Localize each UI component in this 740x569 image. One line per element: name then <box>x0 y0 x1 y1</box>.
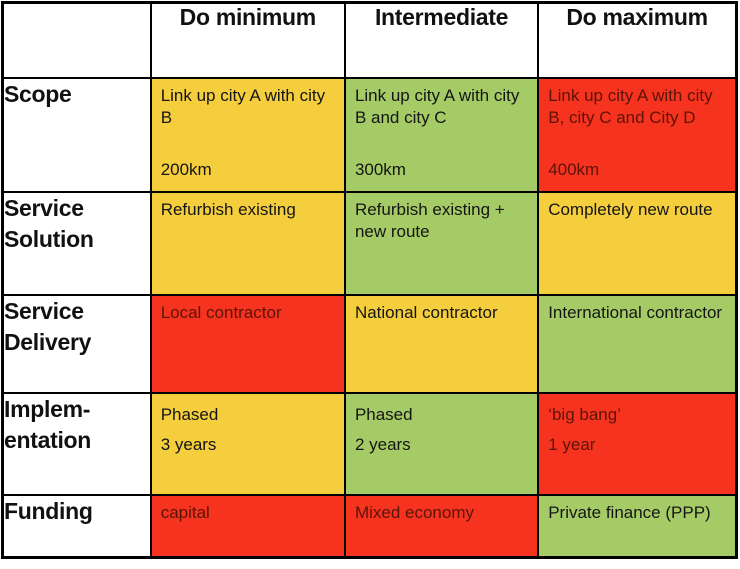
matrix-cell: International contractor <box>537 293 738 394</box>
matrix-cell: Refurbish existing + new route <box>343 190 540 296</box>
cell-text: Mixed economy <box>354 502 474 522</box>
matrix-cell: Link up city A with city B and city C 30… <box>343 76 540 193</box>
row-label-implementation: Implem- entation <box>1 391 152 496</box>
column-header-do-maximum: Do maximum <box>537 1 738 79</box>
cell-text: Completely new route <box>548 199 713 219</box>
cell-text: ‘big bang’ 1 year <box>548 404 621 455</box>
cell-text: Private finance (PPP) <box>548 502 711 522</box>
table-row-service-delivery: Service Delivery Local contractor Nation… <box>1 293 738 394</box>
cell-text: Phased 2 years <box>354 404 413 455</box>
table-row-service-solution: Service Solution Refurbish existing Refu… <box>1 190 738 296</box>
matrix-cell: Phased 2 years <box>343 391 540 496</box>
cell-distance: 400km <box>548 160 600 180</box>
matrix-cell: ‘big bang’ 1 year <box>537 391 738 496</box>
row-label-service-solution: Service Solution <box>1 190 152 296</box>
cell-text: capital <box>160 502 210 522</box>
matrix-cell: Private finance (PPP) <box>537 493 738 559</box>
row-label-scope: Scope <box>1 76 152 193</box>
matrix-cell: Mixed economy <box>343 493 540 559</box>
cell-text: Refurbish existing <box>160 199 296 219</box>
matrix-cell: National contractor <box>343 293 540 394</box>
table-row-funding: Funding capital Mixed economy Private fi… <box>1 493 738 559</box>
header-row: Do minimum Intermediate Do maximum <box>1 1 738 79</box>
matrix-cell: Link up city A with city B, city C and C… <box>537 76 738 193</box>
cell-distance: 200km <box>160 160 212 180</box>
table-row-implementation: Implem- entation Phased 3 years Phased 2… <box>1 391 738 496</box>
matrix-cell: Refurbish existing <box>149 190 346 296</box>
options-appraisal-table: Do minimum Intermediate Do maximum Scope… <box>1 1 738 559</box>
cell-text: International contractor <box>548 302 723 322</box>
matrix-cell: Completely new route <box>537 190 738 296</box>
cell-text: Link up city A with city B and city C <box>354 85 520 127</box>
cell-text: Link up city A with city B, city C and C… <box>548 85 713 127</box>
row-label-service-delivery: Service Delivery <box>1 293 152 394</box>
row-label-funding: Funding <box>1 493 152 559</box>
column-header-intermediate: Intermediate <box>343 1 540 79</box>
matrix-cell: capital <box>149 493 346 559</box>
table-row-scope: Scope Link up city A with city B 200km L… <box>1 76 738 193</box>
matrix-cell: Local contractor <box>149 293 346 394</box>
column-header-do-minimum: Do minimum <box>149 1 346 79</box>
corner-cell <box>1 1 152 79</box>
matrix-cell: Link up city A with city B 200km <box>149 76 346 193</box>
matrix-cell: Phased 3 years <box>149 391 346 496</box>
cell-text: Link up city A with city B <box>160 85 326 127</box>
cell-distance: 300km <box>354 160 406 180</box>
cell-text: Phased 3 years <box>160 404 219 455</box>
cell-text: National contractor <box>354 302 498 322</box>
cell-text: Refurbish existing + new route <box>354 199 505 241</box>
cell-text: Local contractor <box>160 302 282 322</box>
